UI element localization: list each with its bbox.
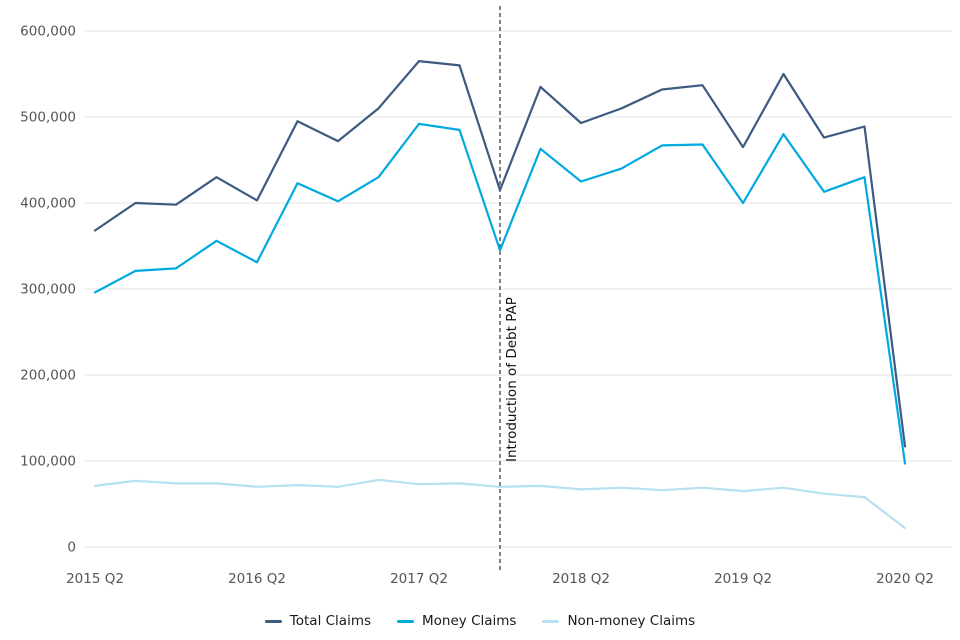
legend-label-non-money-claims: Non-money Claims	[567, 613, 696, 629]
chart-plot-area: 0 100,000 200,000 300,000 400,000 500,000 600,…	[20, 6, 952, 587]
y-tick-label: 300,000	[20, 282, 76, 298]
legend-label-total-claims: Total Claims	[289, 613, 372, 629]
legend-item-non-money-claims: Non-money Claims	[542, 613, 695, 629]
x-tick-label: 2015 Q2	[66, 571, 124, 587]
legend-swatch-total-claims	[264, 619, 282, 623]
y-tick-label: 400,000	[20, 196, 76, 212]
debt-pap-annotation-label: Introduction of Debt PAP	[504, 297, 520, 462]
y-tick-label: 200,000	[20, 368, 76, 384]
x-tick-label: 2019 Q2	[714, 571, 772, 587]
legend-item-money-claims: Money Claims	[397, 613, 516, 629]
legend-swatch-money-claims	[397, 619, 415, 623]
x-tick-label: 2020 Q2	[876, 571, 934, 587]
x-tick-label: 2017 Q2	[390, 571, 448, 587]
x-tick-label: 2018 Q2	[552, 571, 610, 587]
series-line-non-money-claims	[93, 478, 907, 530]
y-tick-label: 500,000	[20, 110, 76, 126]
legend-item-total-claims: Total Claims	[264, 613, 372, 629]
chart-legend: Total Claims Money Claims Non-money Clai…	[0, 606, 960, 636]
legend-label-money-claims: Money Claims	[422, 613, 517, 629]
x-tick-label: 2016 Q2	[228, 571, 286, 587]
y-tick-label: 0	[67, 540, 76, 556]
series-line-total-claims	[93, 59, 907, 448]
y-tick-label: 100,000	[20, 454, 76, 470]
y-tick-label: 600,000	[20, 24, 76, 40]
legend-swatch-non-money-claims	[542, 619, 560, 623]
series-line-money-claims	[93, 122, 907, 465]
